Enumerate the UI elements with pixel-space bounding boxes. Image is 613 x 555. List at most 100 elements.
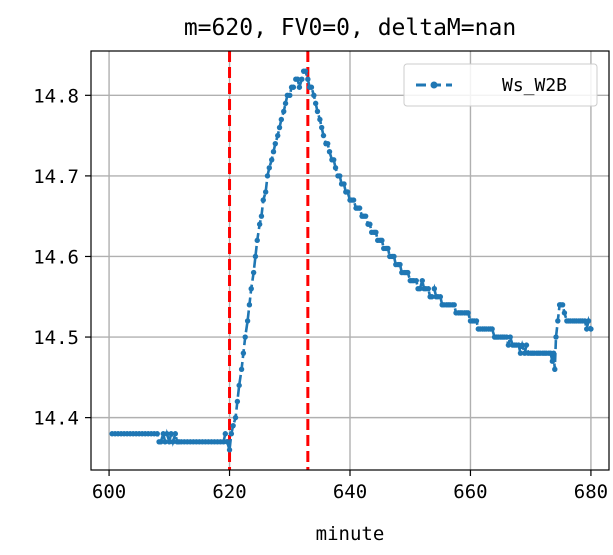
data-point bbox=[505, 342, 512, 348]
data-point bbox=[341, 181, 347, 187]
series-layer bbox=[109, 68, 594, 453]
data-point bbox=[523, 342, 530, 348]
data-point bbox=[228, 431, 235, 437]
x-tick-label: 620 bbox=[212, 481, 246, 503]
data-point bbox=[254, 237, 260, 244]
data-point bbox=[385, 245, 391, 252]
data-point bbox=[272, 140, 279, 147]
data-point bbox=[302, 68, 309, 74]
data-point bbox=[240, 350, 247, 356]
y-tick-label: 14.7 bbox=[33, 166, 79, 188]
data-point bbox=[550, 350, 557, 356]
data-point bbox=[584, 326, 590, 332]
data-point bbox=[246, 302, 253, 308]
data-point bbox=[337, 173, 343, 179]
data-point bbox=[312, 100, 319, 107]
data-point bbox=[250, 269, 257, 276]
data-point bbox=[344, 189, 351, 195]
data-point bbox=[588, 326, 594, 332]
data-point bbox=[391, 253, 397, 260]
data-point bbox=[264, 173, 271, 179]
x-tick-label: 600 bbox=[92, 481, 126, 503]
data-point bbox=[367, 221, 373, 227]
data-point bbox=[290, 84, 297, 90]
data-point bbox=[362, 213, 369, 219]
data-point bbox=[287, 92, 293, 99]
data-point bbox=[356, 205, 363, 211]
x-tick-label: 660 bbox=[453, 481, 487, 503]
data-point bbox=[561, 310, 568, 316]
data-point bbox=[405, 269, 411, 276]
data-point bbox=[397, 261, 403, 268]
data-point bbox=[552, 366, 558, 372]
data-point bbox=[311, 92, 317, 99]
data-point bbox=[269, 157, 275, 163]
data-point bbox=[419, 277, 425, 284]
legend-box bbox=[403, 63, 598, 107]
data-point bbox=[305, 76, 311, 82]
data-point bbox=[172, 431, 179, 437]
data-point bbox=[276, 124, 283, 131]
data-point bbox=[325, 140, 331, 147]
data-point bbox=[168, 431, 174, 437]
data-point bbox=[164, 431, 170, 437]
legend-label: Ws_W2B bbox=[502, 75, 567, 96]
legend: Ws_W2B bbox=[403, 63, 598, 107]
legend-marker bbox=[430, 81, 438, 89]
data-point bbox=[585, 318, 592, 324]
data-point bbox=[248, 286, 254, 292]
data-point bbox=[281, 108, 287, 115]
y-tick-label: 14.4 bbox=[33, 408, 79, 430]
data-point bbox=[519, 342, 525, 348]
data-point bbox=[320, 132, 327, 139]
reference-lines bbox=[228, 51, 310, 470]
y-tick-label: 14.5 bbox=[33, 327, 79, 349]
data-point bbox=[451, 302, 457, 308]
x-axis: 600 620 640 660 680 bbox=[92, 470, 608, 503]
data-point bbox=[559, 302, 566, 308]
data-point bbox=[162, 439, 168, 445]
data-point bbox=[431, 286, 438, 292]
data-point bbox=[262, 189, 269, 195]
x-tick-label: 640 bbox=[333, 481, 367, 503]
data-point bbox=[244, 318, 251, 324]
data-point bbox=[278, 116, 285, 123]
data-point bbox=[282, 100, 289, 107]
data-point bbox=[230, 422, 236, 429]
data-point bbox=[236, 382, 242, 389]
data-point bbox=[242, 334, 248, 340]
data-point bbox=[332, 165, 339, 171]
data-point bbox=[296, 84, 303, 90]
data-point bbox=[170, 439, 176, 445]
data-point bbox=[234, 398, 241, 405]
data-point bbox=[425, 286, 431, 292]
data-point bbox=[252, 253, 259, 260]
data-point bbox=[226, 447, 233, 453]
data-point bbox=[437, 294, 444, 300]
data-point bbox=[465, 310, 471, 316]
data-point bbox=[154, 431, 160, 437]
y-axis: 14.4 14.5 14.6 14.7 14.8 bbox=[33, 85, 91, 430]
data-point bbox=[517, 350, 524, 356]
data-point bbox=[507, 334, 513, 340]
data-point bbox=[299, 76, 305, 82]
data-point bbox=[158, 439, 164, 445]
data-point bbox=[256, 221, 263, 227]
data-point bbox=[270, 149, 277, 155]
data-point bbox=[308, 84, 315, 90]
x-axis-label: minute bbox=[316, 523, 385, 545]
data-point bbox=[429, 294, 435, 300]
data-point bbox=[350, 197, 357, 203]
data-point bbox=[314, 108, 321, 115]
data-point bbox=[294, 76, 301, 82]
data-point bbox=[379, 237, 385, 244]
chart-title: m=620, FV0=0, deltaM=nan bbox=[184, 15, 516, 41]
data-point bbox=[317, 116, 323, 123]
data-point bbox=[549, 358, 556, 364]
x-tick-label: 680 bbox=[574, 481, 608, 503]
data-point bbox=[417, 286, 423, 292]
data-point bbox=[555, 318, 561, 324]
data-point bbox=[224, 439, 230, 445]
y-tick-label: 14.6 bbox=[33, 246, 79, 268]
